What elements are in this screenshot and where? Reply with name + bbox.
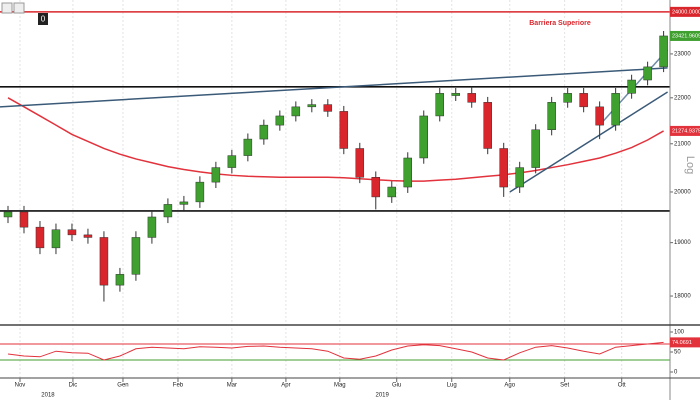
y-tick-label: 18000 <box>674 294 691 300</box>
candle-body <box>451 93 460 96</box>
candle-body <box>35 226 45 249</box>
price-label-box <box>670 125 700 136</box>
x-tick-label: Ott <box>618 383 626 389</box>
tool-button-label[interactable]: 0 <box>41 15 46 24</box>
candle-body <box>227 155 237 168</box>
price-label: 21274.9375 <box>672 128 700 134</box>
candle-body <box>115 274 125 286</box>
candle-body <box>355 148 365 178</box>
x-tick-label: Feb <box>173 383 184 389</box>
tool-icon[interactable] <box>1 2 13 14</box>
candle-body <box>643 66 652 81</box>
tool-icon[interactable] <box>13 2 25 14</box>
x-tick-label: Apr <box>281 383 290 389</box>
x-tick-label: Giu <box>392 383 401 389</box>
x-tick-label: Set <box>560 383 569 389</box>
grid <box>19 0 673 378</box>
rsi-y-tick-label: 100 <box>674 330 685 336</box>
candle-body <box>579 93 588 108</box>
moving-average <box>7 97 664 182</box>
candle-body <box>83 234 93 238</box>
x-tick-label: Dic <box>69 383 78 389</box>
price-label: 23421.9609 <box>672 33 700 39</box>
annotation: Barriera Superiore <box>529 20 591 27</box>
candle-body <box>435 93 444 117</box>
candle-body <box>67 229 77 236</box>
candle-body <box>611 93 620 126</box>
y-tick-label: 21000 <box>674 141 691 147</box>
candle-body <box>531 129 540 168</box>
x-tick-label: Mar <box>227 383 237 389</box>
candle-body <box>243 138 253 156</box>
year-label: 2018 <box>41 393 55 399</box>
y-axis-label: Log <box>684 156 696 174</box>
candle-body <box>547 102 556 131</box>
plot <box>0 11 670 361</box>
candle-body <box>291 106 301 117</box>
candle-body <box>467 93 476 103</box>
candle-body <box>147 216 157 238</box>
y-tick-label: 20000 <box>674 190 691 196</box>
y-tick-label: 19000 <box>674 240 691 246</box>
candle-body <box>499 148 508 188</box>
candle-body <box>19 211 29 228</box>
rsi-y-tick-label: 0 <box>674 370 678 376</box>
candle-body <box>483 102 492 149</box>
tool-button[interactable] <box>38 13 48 25</box>
x-tick-label: Gen <box>117 383 128 389</box>
candle-body <box>515 167 524 188</box>
rsi-label-box <box>670 337 700 348</box>
price-label: 24000.0000 <box>672 9 700 15</box>
candle-body <box>659 35 668 68</box>
candle-body <box>627 79 636 94</box>
price-label-box <box>670 30 700 41</box>
x-tick-label: Lug <box>447 383 457 389</box>
candle-body <box>51 229 61 249</box>
trendline <box>0 67 668 108</box>
candle-body <box>307 104 317 108</box>
trendline <box>509 91 669 193</box>
candle-body <box>163 204 173 218</box>
toolbar[interactable]: 0 <box>1 2 48 25</box>
candle-body <box>387 186 397 198</box>
candle-body <box>339 111 349 149</box>
candle-body <box>563 93 572 103</box>
candle-body <box>371 177 381 198</box>
candle-body <box>419 115 428 159</box>
rsi-line <box>7 341 664 361</box>
candle-body <box>211 167 221 183</box>
y-tick-label: 22000 <box>674 95 691 101</box>
candle-body <box>99 237 109 286</box>
candle-body <box>259 124 269 140</box>
candle-body <box>403 157 413 188</box>
year-label: 2019 <box>375 393 389 399</box>
rsi-y-tick-label: 50 <box>674 350 681 356</box>
x-tick-label: Mag <box>334 383 346 389</box>
candle-body <box>323 104 333 112</box>
x-tick-label: Nov <box>15 383 26 389</box>
candle-body <box>595 106 604 126</box>
candle-body <box>131 237 141 275</box>
rsi-label: 74.0691 <box>672 340 692 346</box>
candle-body <box>195 181 205 203</box>
price-label-box <box>670 6 700 17</box>
candle-body <box>3 211 13 218</box>
candle-body <box>179 201 189 205</box>
y-tick-label: 23000 <box>674 51 691 57</box>
candle-body <box>275 115 285 126</box>
x-tick-label: Ago <box>504 383 515 389</box>
